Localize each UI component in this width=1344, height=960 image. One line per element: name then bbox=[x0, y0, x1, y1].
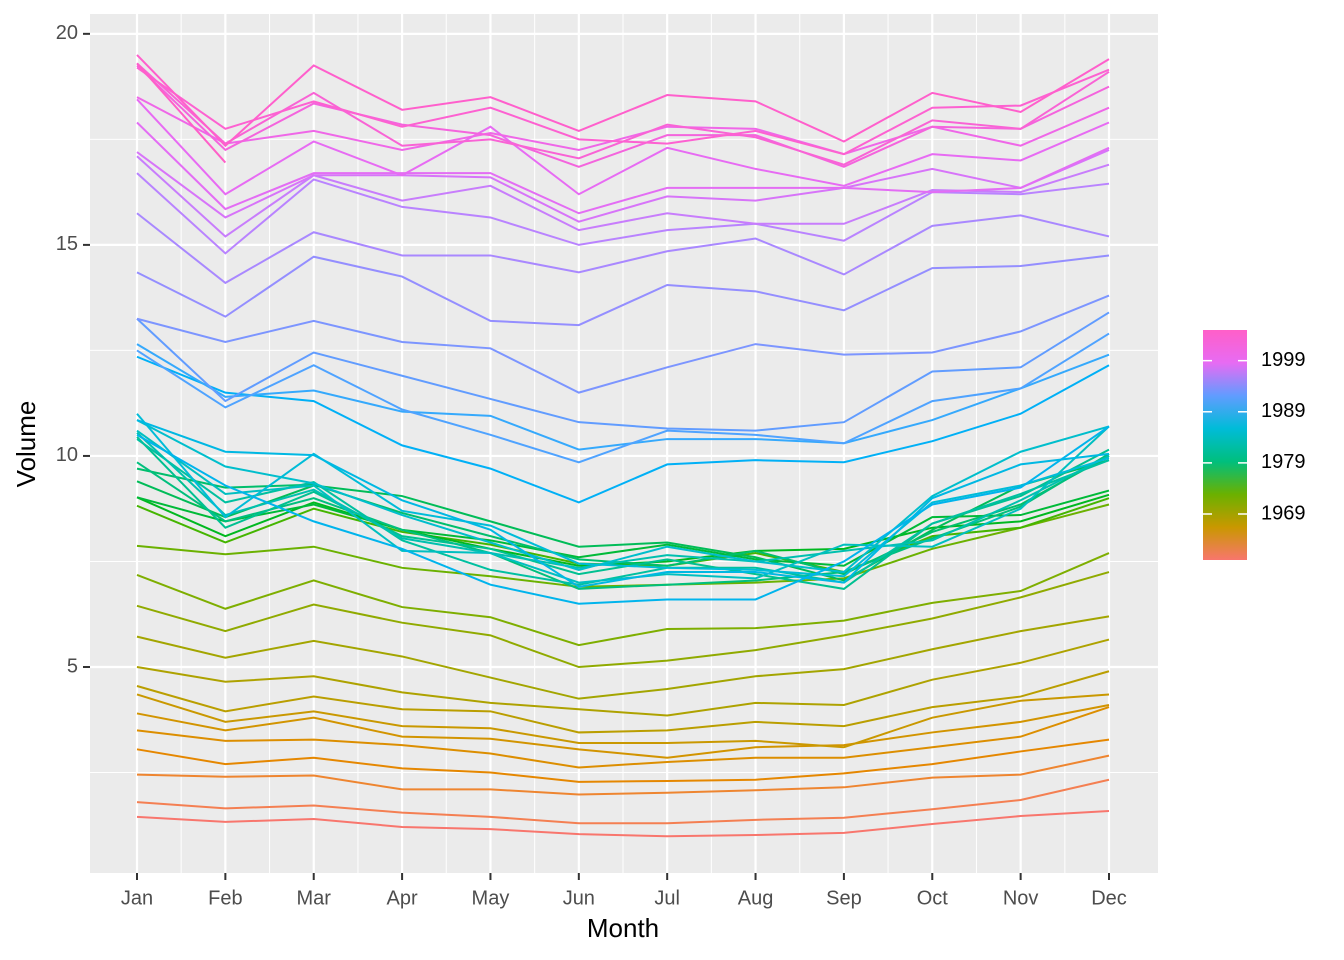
x-tick-label: May bbox=[472, 887, 510, 909]
series-line bbox=[136, 212, 1110, 285]
series-line bbox=[136, 64, 1110, 168]
series-line bbox=[136, 809, 1110, 838]
series-line bbox=[136, 121, 1110, 215]
x-tick-label: Mar bbox=[297, 887, 332, 909]
series-line bbox=[136, 419, 1110, 588]
y-axis-title: Volume bbox=[11, 401, 41, 488]
series-line bbox=[136, 438, 1110, 586]
colorbar-label: 1979 bbox=[1261, 451, 1306, 473]
series-line bbox=[136, 615, 1110, 700]
series-line bbox=[136, 638, 1110, 717]
series-line bbox=[136, 54, 1110, 148]
series-line bbox=[136, 98, 1110, 196]
x-tick-label: Feb bbox=[208, 887, 242, 909]
colorbar-label: 1999 bbox=[1261, 349, 1306, 371]
colorbar bbox=[1203, 330, 1247, 560]
series-line bbox=[136, 332, 1110, 464]
y-tick-label: 10 bbox=[56, 444, 78, 466]
series-line bbox=[136, 96, 1110, 156]
series-line bbox=[136, 425, 1110, 584]
x-tick-label: Jan bbox=[121, 887, 153, 909]
series-line bbox=[136, 62, 227, 164]
series-line bbox=[136, 552, 1110, 647]
series-line bbox=[136, 294, 1110, 394]
series-line bbox=[136, 413, 1110, 578]
series-line bbox=[136, 489, 1110, 567]
series-line bbox=[136, 432, 1110, 569]
series-line bbox=[136, 149, 1110, 223]
x-tick-label: Aug bbox=[738, 887, 774, 909]
x-tick-label: Oct bbox=[917, 887, 949, 909]
series-line bbox=[136, 425, 1110, 605]
x-axis-title: Month bbox=[587, 913, 659, 943]
x-tick-label: Jul bbox=[654, 887, 680, 909]
series-line bbox=[136, 738, 1110, 783]
colorbar-label: 1989 bbox=[1261, 400, 1306, 422]
legend: 1969 1979 1989 1999 bbox=[1203, 330, 1306, 560]
y-tick-label: 20 bbox=[56, 22, 78, 44]
series-line bbox=[136, 419, 1110, 574]
x-tick-label: Nov bbox=[1003, 887, 1039, 909]
series-line bbox=[136, 66, 1110, 156]
series-line bbox=[136, 670, 1110, 734]
x-tick-label: Dec bbox=[1091, 887, 1127, 909]
colorbar-label: 1969 bbox=[1261, 502, 1306, 524]
y-tick-label: 5 bbox=[67, 655, 78, 677]
series-line bbox=[136, 693, 1110, 749]
series-line bbox=[136, 155, 1110, 238]
series-line bbox=[136, 459, 1110, 582]
series-line bbox=[136, 355, 1110, 504]
y-tick-label: 15 bbox=[56, 233, 78, 255]
series-line bbox=[136, 503, 1110, 588]
series-line bbox=[136, 311, 1110, 432]
series-line bbox=[136, 704, 1110, 759]
x-tick-label: Sep bbox=[826, 887, 862, 909]
series-line bbox=[136, 571, 1110, 669]
series-line bbox=[136, 254, 1110, 327]
series-line bbox=[136, 343, 1110, 451]
x-tick-label: Apr bbox=[387, 887, 418, 909]
series-line bbox=[136, 754, 1110, 796]
series-line bbox=[136, 778, 1110, 825]
x-tick-label: Jun bbox=[563, 887, 595, 909]
series-line bbox=[136, 172, 1110, 255]
series-line bbox=[136, 706, 1110, 769]
